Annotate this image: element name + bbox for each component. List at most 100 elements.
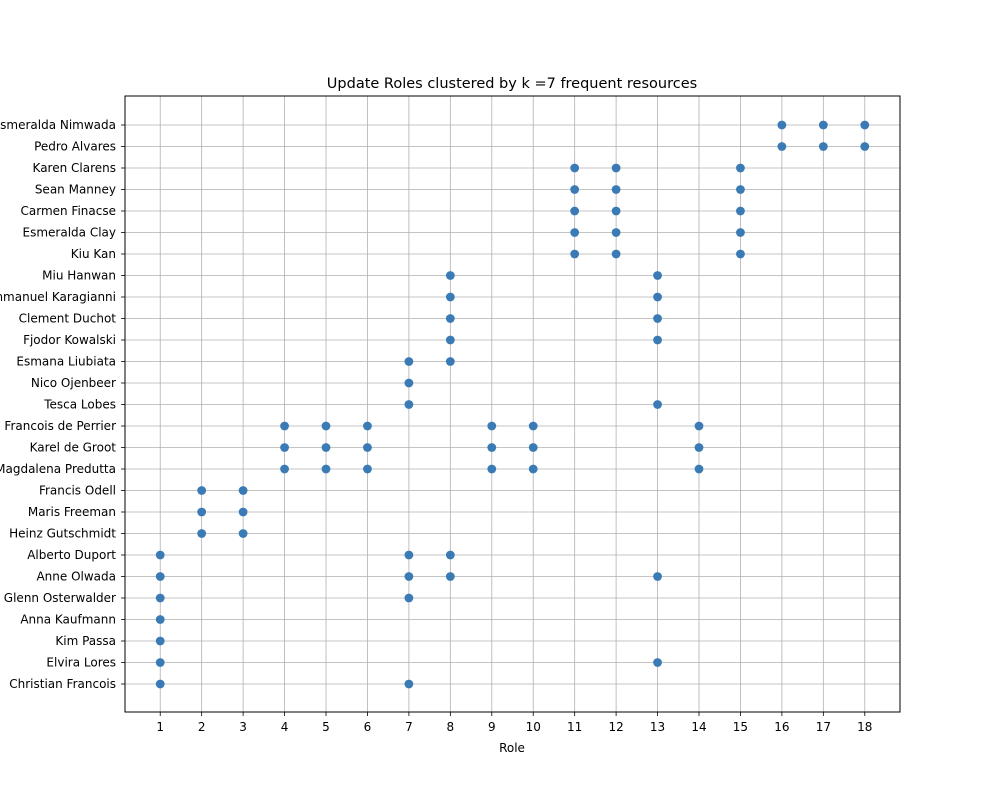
data-point	[487, 443, 497, 452]
data-point	[155, 593, 165, 603]
data-point	[321, 464, 331, 474]
data-point	[321, 421, 331, 431]
data-point	[818, 142, 828, 151]
data-point	[611, 163, 621, 173]
y-tick-label: Christian Francois	[9, 677, 116, 691]
x-tick-label: 8	[447, 720, 455, 734]
data-point	[611, 249, 621, 259]
y-tick-label: Glenn Osterwalder	[4, 591, 116, 605]
data-point	[570, 249, 580, 259]
y-tick-label: Fjodor Kowalski	[23, 333, 116, 347]
y-axis: Christian Francois Elvira Lores Kim Passa A…	[0, 118, 125, 691]
y-tick-label: Alberto Duport	[27, 548, 116, 562]
y-tick-label: Kim Passa	[55, 634, 116, 648]
data-point	[238, 529, 248, 538]
y-tick-label: Anna Kaufmann	[20, 613, 116, 627]
x-tick-label: 7	[405, 720, 413, 734]
data-point	[404, 572, 414, 581]
data-point	[445, 314, 455, 323]
y-tick-label: Tesca Lobes	[43, 398, 116, 412]
x-tick-label: 6	[364, 720, 372, 734]
data-point	[694, 443, 704, 452]
data-point	[363, 443, 372, 452]
x-tick-label: 5	[322, 720, 330, 734]
data-point	[570, 163, 580, 173]
x-tick-label: 2	[198, 720, 206, 734]
data-point	[611, 228, 621, 237]
data-point	[445, 550, 455, 560]
data-point	[363, 421, 372, 431]
data-point	[155, 658, 165, 667]
data-point	[611, 185, 621, 194]
y-tick-label: Elvira Lores	[46, 656, 116, 670]
x-tick-label: 16	[774, 720, 789, 734]
data-point	[280, 464, 289, 474]
y-tick-label: Esmeralda Nimwada	[0, 118, 116, 132]
y-tick-label: Esmana Liubiata	[16, 355, 116, 369]
grid-layer	[125, 96, 900, 712]
data-point	[155, 550, 165, 560]
data-point	[487, 464, 497, 474]
y-tick-label: Carmen Finacse	[20, 204, 116, 218]
x-tick-label: 3	[239, 720, 247, 734]
data-point	[155, 636, 165, 646]
data-point	[280, 443, 289, 452]
data-point	[404, 378, 414, 388]
data-point	[404, 550, 414, 560]
y-tick-label: Nico Ojenbeer	[31, 376, 116, 390]
data-point	[445, 335, 455, 345]
data-point	[404, 357, 414, 366]
data-point	[736, 163, 745, 173]
data-point	[653, 292, 662, 302]
x-tick-label: 18	[857, 720, 872, 734]
data-point	[197, 507, 207, 517]
data-point	[570, 185, 580, 194]
data-point	[653, 400, 662, 409]
y-tick-label: Clement Duchot	[19, 312, 117, 326]
data-point	[404, 593, 414, 603]
plot-area: 1 2 3 4 5 6 7 8 9 10 11 12 13 14 15 16 17 18 Christian Fr…	[0, 95, 901, 734]
data-point	[694, 464, 704, 474]
data-point	[777, 120, 787, 130]
data-point	[653, 271, 662, 280]
data-point	[653, 658, 662, 667]
y-tick-label: Heinz Gutschmidt	[9, 527, 116, 541]
data-point	[860, 142, 870, 151]
data-point	[487, 421, 497, 431]
data-point	[155, 572, 165, 581]
x-tick-label: 1	[156, 720, 164, 734]
y-tick-label: Miu Hanwan	[42, 269, 116, 283]
data-point	[197, 486, 207, 495]
y-tick-label: Esmeralda Clay	[23, 226, 116, 240]
data-point	[238, 486, 248, 495]
data-point	[445, 572, 455, 581]
chart-title: Update Roles clustered by k =7 frequent …	[327, 76, 697, 92]
data-point	[653, 314, 662, 323]
y-tick-label: Karen Clarens	[33, 161, 116, 175]
y-tick-label: Anne Olwada	[36, 570, 116, 584]
data-point	[694, 421, 704, 431]
x-tick-label: 17	[816, 720, 831, 734]
data-point	[155, 679, 165, 689]
data-point	[653, 335, 662, 345]
y-tick-label: Magdalena Predutta	[0, 462, 116, 476]
x-tick-label: 4	[281, 720, 289, 734]
y-tick-label: Pedro Alvares	[34, 140, 116, 154]
x-tick-label: 14	[691, 720, 706, 734]
data-point	[404, 400, 414, 409]
x-tick-label: 13	[650, 720, 665, 734]
data-point	[777, 142, 787, 151]
x-tick-label: 9	[488, 720, 496, 734]
data-point	[736, 249, 745, 259]
y-tick-label: Emmanuel Karagianni	[0, 290, 116, 304]
data-point	[736, 185, 745, 194]
data-point	[528, 421, 538, 431]
x-tick-label: 10	[526, 720, 541, 734]
data-point	[404, 679, 414, 689]
y-tick-label: Kiu Kan	[71, 247, 116, 261]
y-tick-label: Karel de Groot	[30, 441, 117, 455]
data-point	[528, 443, 538, 452]
x-axis: 1 2 3 4 5 6 7 8 9 10 11 12 13 14 15 16 17 18	[156, 712, 872, 734]
data-point	[736, 228, 745, 237]
